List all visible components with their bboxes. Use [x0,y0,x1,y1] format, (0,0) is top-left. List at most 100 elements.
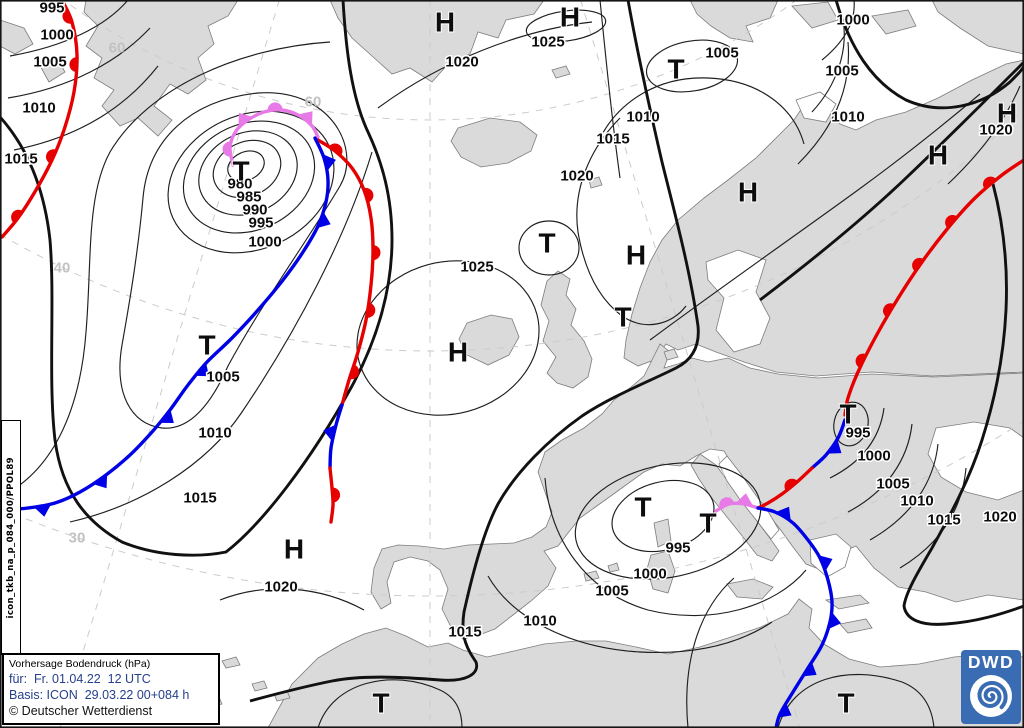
occluded-front-italy-symbol-semi [719,497,734,508]
dwd-logo: DWD [961,650,1021,724]
land-great-britain [540,270,593,389]
warm-front-central-symbol-semi [366,302,376,318]
warm-front-west-symbol-semi [46,149,57,164]
high-pressure-center: H [626,240,646,271]
isobar-label: 995 [845,425,870,442]
warm-front-tyrrhenian-symbol-semi [784,478,798,491]
warm-front-west-symbol-semi [69,57,78,73]
latitude-line [0,109,1024,352]
high-pressure-center: H [738,177,758,208]
dwd-logo-text: DWD [967,652,1015,672]
land-denmark-isles [663,348,679,361]
land-greenland-east [329,0,545,83]
land-cyprus [839,618,873,634]
warm-front-central [316,138,375,407]
legend-box: Vorhersage Bodendruck (hPa) für: Fr. 01.… [2,653,220,726]
isobar-label: 980 [227,176,252,193]
meridian-line [59,0,280,728]
isobar-label: 1015 [596,131,629,148]
isobar-label: 1015 [4,151,37,168]
cold-front-mediterranean-symbol-tri [777,702,792,718]
low-pressure-center: T [634,492,651,523]
isobar-label: 1020 [979,122,1012,139]
isobar-label: 1005 [206,369,239,386]
isobar-label: 1010 [831,109,864,126]
land-novaya-zemlya [931,0,1024,55]
isobar-label: 1005 [825,63,858,80]
high-pressure-center: H [448,337,468,368]
land-europe-main [370,343,1024,640]
occluded-front-main [228,108,320,167]
isobar-label: 1005 [595,583,628,600]
isobar-label: 1010 [523,613,556,630]
land-ireland [458,314,520,366]
high-pressure-center: H [928,140,948,171]
cold-front-adriatic [810,418,847,470]
cold-front-west-symbol-tri [195,362,210,377]
isobar-label: 1025 [531,34,564,51]
sea-aegean [809,533,852,578]
isobar-label: 1000 [836,12,869,29]
isobar-label: 1000 [857,448,890,465]
low-pressure-center: T [839,399,856,430]
warm-front-central-symbol-semi [329,143,343,156]
isobar-label: 1000 [633,566,666,583]
warm-front-central-symbol-semi [349,364,360,380]
isobar-label: 1015 [183,490,216,507]
cold-front-west-symbol-tri [317,212,331,228]
isobar-label: 1010 [22,100,55,117]
legend-model-basis: Basis: ICON 29.03.22 00+084 h [9,688,190,703]
cold-front-mediterranean-symbol-tri [828,612,842,630]
spiral-path [977,681,1008,710]
land-crete [824,594,870,610]
low-pressure-center: T [198,330,215,361]
cold-front-mediterranean [756,506,834,728]
warm-front-central-symbol-semi [372,245,381,261]
warm-front-east-symbol-semi [945,215,958,229]
land-balearic2 [607,562,620,573]
warm-front-east-symbol-semi [855,353,867,368]
high-pressure-center: H [560,2,580,33]
isobar-label: 1010 [900,493,933,510]
land-arctic-isle [791,1,839,29]
cold-front-adriatic-symbol-tri [827,439,842,454]
isobar-label: 1000 [248,234,281,251]
land-sardinia [646,550,676,594]
legend-valid-time: für: Fr. 01.04.22 12 UTC [9,672,151,687]
land-canary1 [221,656,241,669]
isobar-label: 1020 [560,168,593,185]
graticule-label: 40 [54,260,71,277]
isobar-label: 1020 [445,54,478,71]
isobar-label: 1005 [705,45,738,62]
occluded-front-italy-symbol-tri [735,493,753,506]
land-arctic-isle2 [871,9,917,35]
low-pressure-center: T [837,688,854,719]
land-jan-mayen [551,65,571,79]
land-faroe [588,176,603,189]
low-pressure-center: T [614,302,631,333]
land-svalbard [689,0,779,43]
warm-front-tail [328,466,335,524]
isobars-bold [0,0,1024,703]
graticule-label: 60 [305,94,322,111]
land-balearic1 [583,570,600,582]
high-pressure-center: H [284,534,304,565]
cold-front-mediterranean-symbol-tri [819,555,833,572]
isobar-label: 1005 [876,476,909,493]
cold-front-mediterranean-symbol-tri [776,506,791,521]
pressure-labels: 6060403099510001005101010159809859909951… [3,0,1018,720]
warm-front-east [843,158,1024,417]
land-north-africa [267,598,1024,728]
cold-front-west [0,136,330,512]
isobar-label: 995 [39,0,64,17]
cold-front-west-symbol-tri [34,504,51,517]
isobar-label: 1025 [460,259,493,276]
isobar-label: 1020 [983,509,1016,526]
low-pressure-center: T [667,54,684,85]
isobar-label: 1015 [448,624,481,641]
isobar-label: 995 [248,215,273,232]
warm-front-west-symbol-semi [11,209,24,224]
land-iceland [450,117,538,168]
